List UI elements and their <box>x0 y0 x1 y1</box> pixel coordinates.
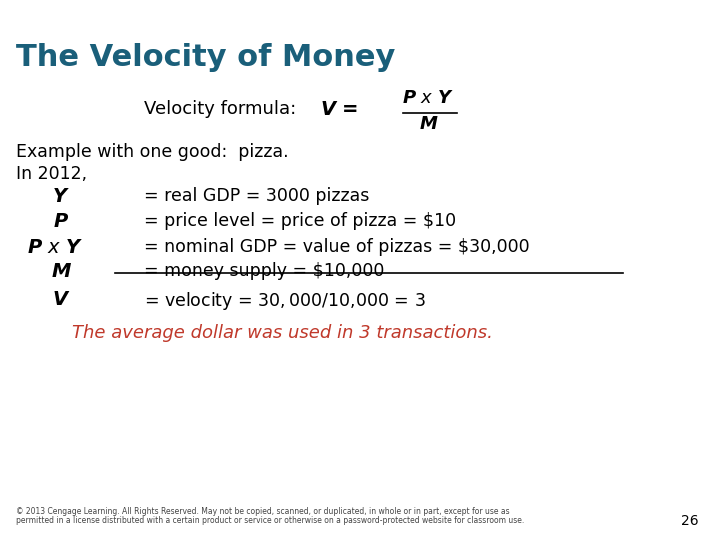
Text: $\boldsymbol{P}$ x $\boldsymbol{Y}$: $\boldsymbol{P}$ x $\boldsymbol{Y}$ <box>27 238 84 256</box>
Text: = price level = price of pizza = $10: = price level = price of pizza = $10 <box>144 212 456 230</box>
Text: The average dollar was used in 3 transactions.: The average dollar was used in 3 transac… <box>72 324 493 342</box>
Text: 26: 26 <box>681 514 698 528</box>
Text: Velocity formula:: Velocity formula: <box>144 100 296 118</box>
Text: $\boldsymbol{P}$: $\boldsymbol{P}$ <box>53 212 69 231</box>
Text: Example with one good:  pizza.: Example with one good: pizza. <box>16 143 289 161</box>
Text: $\boldsymbol{M}$: $\boldsymbol{M}$ <box>50 262 72 281</box>
Text: $\boldsymbol{Y}$: $\boldsymbol{Y}$ <box>53 187 70 206</box>
Text: $\boldsymbol{P}$ x $\boldsymbol{Y}$: $\boldsymbol{P}$ x $\boldsymbol{Y}$ <box>402 89 454 107</box>
Text: = money supply = $10,000: = money supply = $10,000 <box>144 262 384 280</box>
Text: In 2012,: In 2012, <box>16 165 87 183</box>
Text: $\boldsymbol{V}$ =: $\boldsymbol{V}$ = <box>320 100 359 119</box>
Text: = nominal GDP = value of pizzas = $30,000: = nominal GDP = value of pizzas = $30,00… <box>144 238 530 255</box>
Text: permitted in a license distributed with a certain product or service or otherwis: permitted in a license distributed with … <box>16 516 524 525</box>
Text: $\boldsymbol{V}$: $\boldsymbol{V}$ <box>52 290 71 309</box>
Text: The Velocity of Money: The Velocity of Money <box>16 43 395 72</box>
Text: = real GDP = 3000 pizzas: = real GDP = 3000 pizzas <box>144 187 369 205</box>
Text: = velocity = $30,000/$10,000 = 3: = velocity = $30,000/$10,000 = 3 <box>144 290 426 312</box>
Text: © 2013 Cengage Learning. All Rights Reserved. May not be copied, scanned, or dup: © 2013 Cengage Learning. All Rights Rese… <box>16 507 510 516</box>
Text: $\boldsymbol{M}$: $\boldsymbol{M}$ <box>418 115 438 133</box>
